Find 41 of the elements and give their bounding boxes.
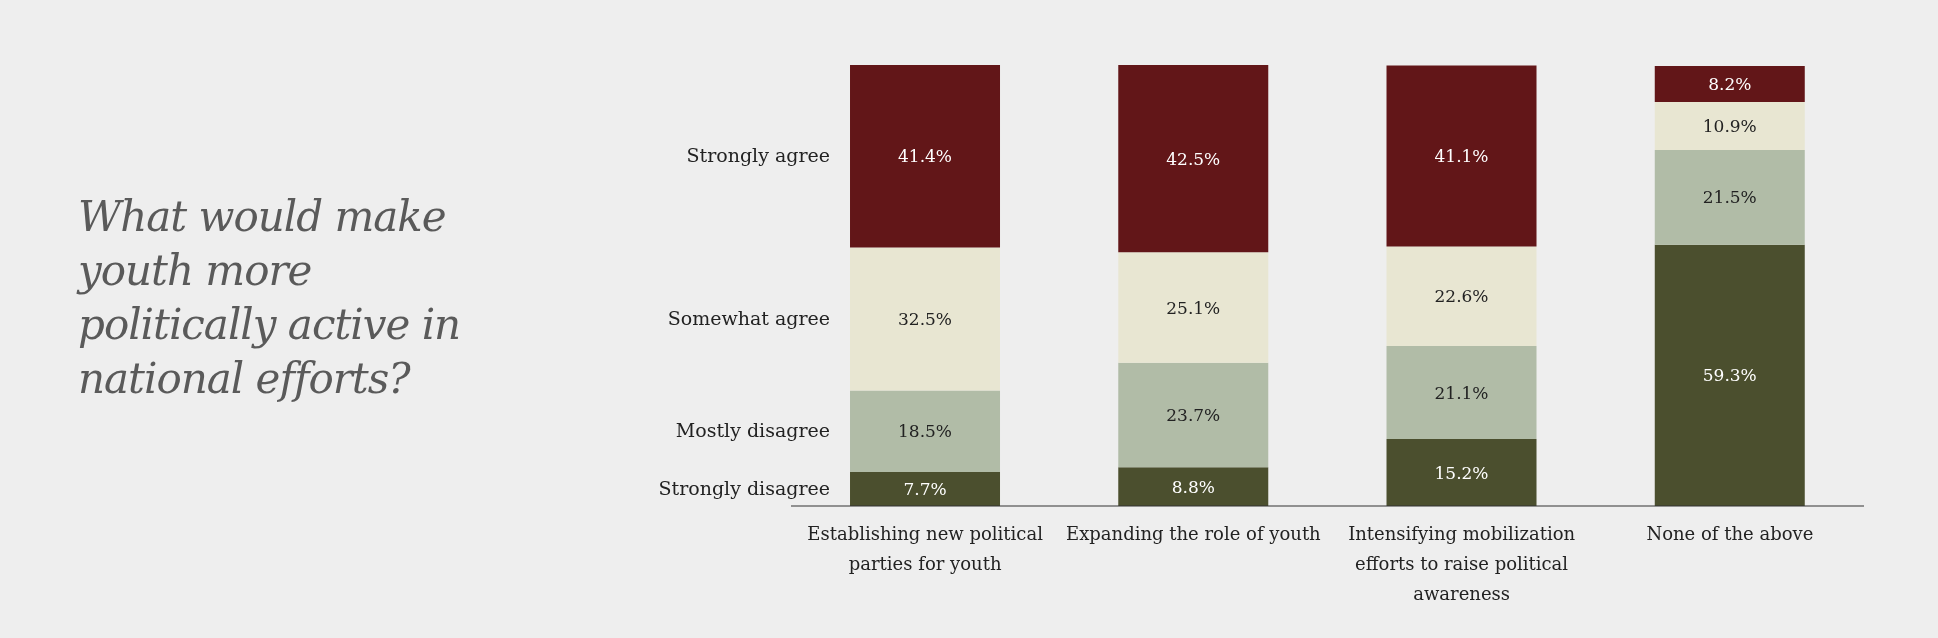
x-tick-label: Establishing new political parties for youth (807, 523, 1044, 574)
data-label: 32.5% (898, 308, 953, 329)
bar (1118, 65, 1269, 253)
data-label: 59.3% (1702, 365, 1757, 386)
bar (1386, 439, 1537, 506)
x-tick-label: Intensifying mobilization efforts to raise political awareness (1348, 523, 1576, 604)
data-label: 42.5% (1166, 148, 1221, 169)
bar (850, 65, 1001, 248)
x-tick-label: None of the above (1646, 523, 1814, 544)
bar (1118, 467, 1269, 506)
data-label: 7.7% (903, 479, 947, 500)
text: What would make youth more politically active in national efforts? (78, 191, 462, 405)
series-label: Mostly disagree (675, 419, 831, 442)
series-label: Strongly agree (686, 144, 831, 167)
bar (1654, 150, 1805, 245)
data-label: 8.8% (1171, 476, 1215, 497)
bar (1654, 244, 1805, 506)
bar (850, 247, 1001, 391)
data-label: 23.7% (1166, 405, 1221, 426)
bar (1386, 246, 1537, 347)
bar (850, 472, 1001, 506)
bar (1654, 102, 1805, 151)
data-label: 41.1% (1434, 145, 1489, 166)
bar (1386, 346, 1537, 440)
data-label: 8.2% (1708, 73, 1752, 94)
data-label: 21.5% (1702, 187, 1757, 208)
bar (1386, 65, 1537, 247)
data-label: 22.6% (1434, 286, 1489, 307)
data-label: 25.1% (1166, 297, 1221, 318)
data-label: 10.9% (1702, 116, 1757, 137)
bar (1654, 65, 1805, 103)
bar (850, 390, 1001, 473)
series-label: Somewhat agree (667, 306, 831, 329)
data-label: 21.1% (1434, 382, 1489, 403)
data-label: 41.4% (898, 146, 953, 167)
bar (1118, 362, 1269, 468)
series-label: Strongly disagree (658, 477, 831, 500)
bar (1118, 252, 1269, 363)
data-label: 15.2% (1434, 462, 1489, 483)
data-label: 18.5% (898, 421, 953, 442)
x-tick-label: Expanding the role of youth (1066, 523, 1322, 544)
